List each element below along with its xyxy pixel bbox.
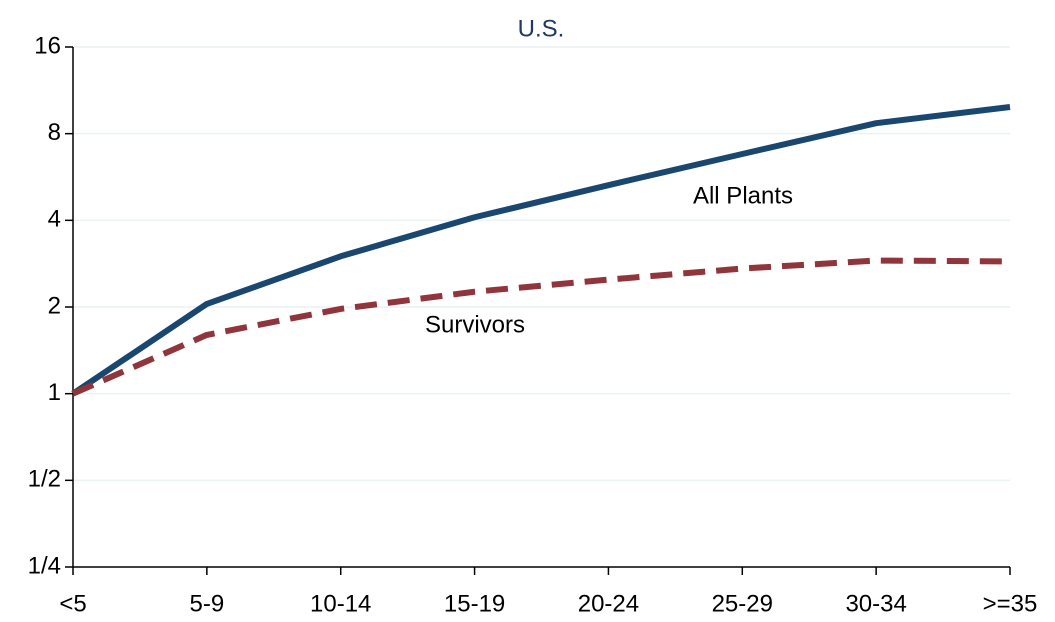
x-tick-label: 15-19 (444, 590, 505, 617)
series-label: All Plants (693, 182, 793, 209)
x-tick-label: >=35 (983, 590, 1038, 617)
x-tick-label: <5 (59, 590, 86, 617)
series-line (71, 257, 1011, 397)
x-tick-label: 10-14 (310, 590, 371, 617)
x-tick-label: 20-24 (578, 590, 639, 617)
x-tick-label: 25-29 (712, 590, 773, 617)
y-tick-label: 1 (48, 379, 61, 406)
y-tick-label: 4 (48, 206, 61, 233)
y-tick-label: 2 (48, 292, 61, 319)
y-tick-label: 16 (34, 32, 61, 59)
chart-title: U.S. (518, 15, 565, 42)
y-tick-label: 1/2 (28, 466, 61, 493)
x-tick-label: 30-34 (845, 590, 906, 617)
y-tick-label: 8 (48, 119, 61, 146)
series-line (71, 104, 1011, 397)
y-tick-label: 1/4 (28, 552, 61, 579)
series-label: Survivors (425, 311, 525, 338)
x-tick-label: 5-9 (190, 590, 225, 617)
